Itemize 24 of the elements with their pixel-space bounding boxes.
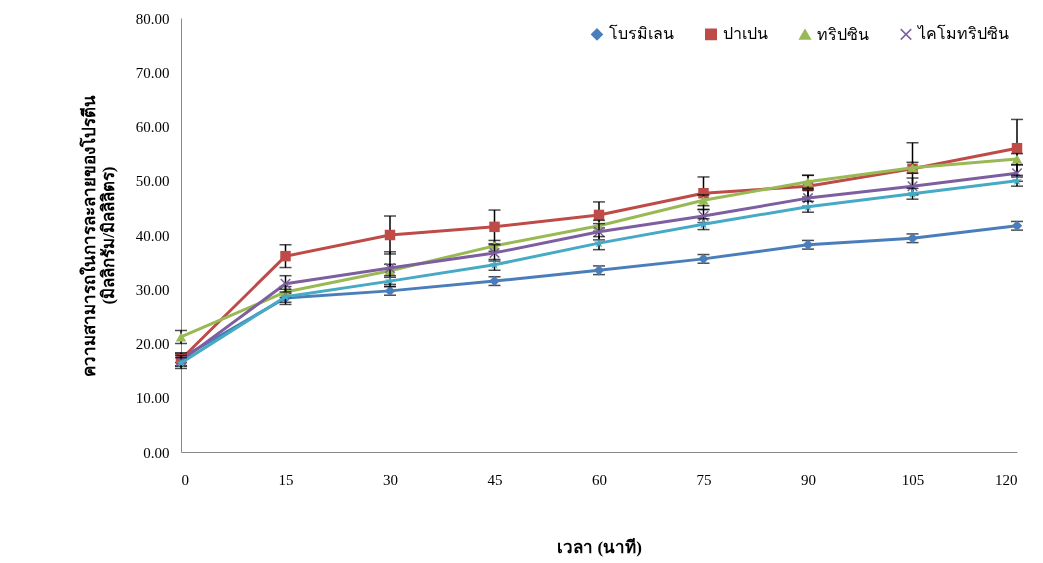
- y-tick-label: 60.00: [135, 119, 170, 135]
- y-tick-label: 10.00: [135, 390, 170, 407]
- x-tick-label: 75: [696, 471, 712, 488]
- y-tick-label: 70.00: [135, 64, 170, 81]
- x-tick-label: 90: [801, 471, 816, 488]
- y-tick-label: 20.00: [135, 336, 170, 352]
- y-tick-label: 30.00: [135, 281, 170, 298]
- y-tick-label: 0.00: [143, 444, 170, 461]
- y-tick-label: 80.00: [135, 10, 170, 27]
- x-tick-label: 0: [181, 471, 189, 488]
- y-tick-label: 50.00: [135, 173, 170, 190]
- legend-label: ทริปซิน: [817, 25, 869, 43]
- x-tick-label: 30: [383, 471, 398, 488]
- legend-label: ปาเปน: [723, 25, 768, 43]
- y-tick-label: 40.00: [135, 227, 170, 244]
- x-tick-label: 60: [592, 471, 607, 488]
- y-axis-title: ความสามารถในการละลายของโปรตีน (มิลลิกรัม/มิลลิลิตร): [78, 94, 118, 377]
- legend-label: โบรมิเลน: [609, 24, 674, 43]
- x-tick-label: 15: [278, 471, 294, 488]
- x-tick-label: 120: [995, 471, 1018, 488]
- x-axis-title: เวลา (นาที): [557, 536, 642, 557]
- x-tick-label: 105: [901, 471, 925, 488]
- x-tick-label: 45: [487, 471, 503, 488]
- legend-label: ไคโมทริปซิน: [916, 24, 1009, 43]
